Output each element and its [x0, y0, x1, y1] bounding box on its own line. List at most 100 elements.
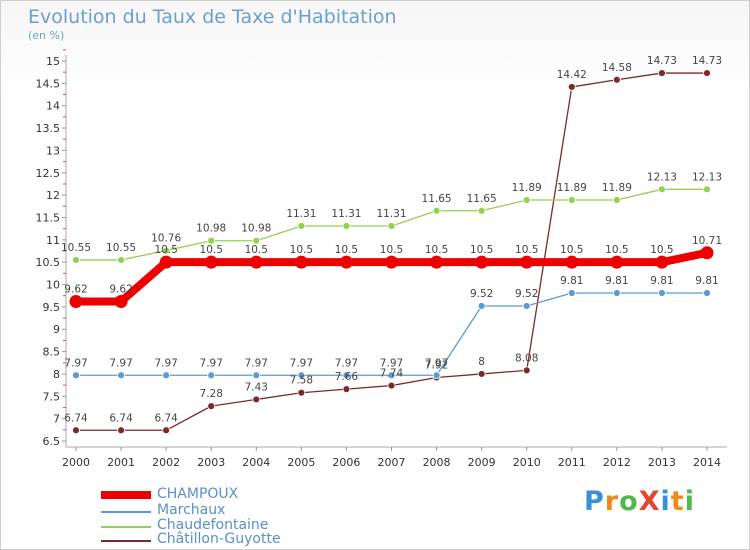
- data-point: [477, 206, 486, 215]
- data-point: [432, 206, 441, 215]
- x-tick-label: 2002: [152, 456, 180, 469]
- data-label: 11.31: [331, 208, 361, 220]
- data-point: [703, 185, 711, 194]
- data-point: [612, 289, 621, 297]
- chart-title: Evolution du Taux de Taxe d'Habitation: [28, 6, 397, 28]
- data-point: [703, 69, 711, 77]
- data-point: [567, 83, 576, 91]
- data-point: [339, 255, 353, 269]
- legend-label: Châtillon-Guyotte: [157, 531, 281, 547]
- data-point: [72, 371, 80, 380]
- y-tick-label: 11: [46, 234, 60, 247]
- data-label: 7.97: [380, 357, 403, 369]
- data-point: [207, 402, 216, 411]
- data-label: 10.5: [335, 244, 358, 256]
- data-label: 10.98: [196, 223, 226, 235]
- logo-letter: t: [670, 486, 685, 517]
- data-label: 7.97: [64, 357, 87, 369]
- data-label: 11.31: [286, 208, 316, 220]
- legend-swatch: [101, 540, 151, 542]
- y-tick-label: 11.5: [36, 211, 61, 224]
- data-label: 12.13: [647, 171, 677, 183]
- data-point: [252, 371, 261, 380]
- data-point: [297, 222, 306, 230]
- x-tick-label: 2012: [603, 456, 631, 469]
- data-label: 9.62: [109, 284, 132, 296]
- logo-letter: P: [584, 486, 605, 517]
- data-label: 14.42: [557, 69, 587, 81]
- data-point: [387, 381, 396, 390]
- y-tick-label: 6.5: [43, 435, 61, 448]
- data-point: [610, 255, 624, 269]
- data-point: [658, 69, 666, 77]
- data-point: [297, 388, 306, 397]
- data-label: 12.13: [692, 171, 722, 183]
- data-label: 11.31: [376, 208, 406, 220]
- y-tick-label: 10: [46, 279, 60, 292]
- data-label: 10.5: [290, 244, 313, 256]
- y-tick-label: 10.5: [36, 256, 61, 269]
- data-point: [658, 185, 666, 194]
- logo-letter: X: [638, 486, 661, 517]
- x-tick-label: 2004: [242, 456, 270, 469]
- logo-letter: o: [619, 486, 639, 517]
- data-label: 10.5: [515, 244, 538, 256]
- data-label: 9.81: [560, 275, 583, 287]
- data-point: [387, 222, 396, 230]
- data-label: 10.5: [154, 244, 177, 256]
- x-tick-label: 2001: [107, 456, 135, 469]
- data-label: 10.5: [650, 244, 673, 256]
- data-point: [432, 371, 441, 380]
- data-label: 14.73: [647, 55, 677, 67]
- y-tick-label: 14: [46, 100, 60, 113]
- data-point: [565, 255, 579, 269]
- data-point: [162, 246, 171, 255]
- data-label: 9.81: [695, 275, 718, 287]
- data-point: [297, 371, 306, 380]
- x-tick-label: 2000: [62, 456, 90, 469]
- data-label: 6.74: [154, 412, 178, 424]
- data-point: [385, 255, 398, 269]
- data-labels: 10.55 10.55 10.76 10.98 10.98 11.31 11.31 11.31…: [61, 55, 722, 424]
- y-tick-label: 8: [53, 368, 60, 381]
- axes: 6.577.588.599.51010.51111.51212.51313.51…: [36, 49, 727, 469]
- data-label: 11.89: [602, 182, 632, 194]
- data-point: [69, 295, 83, 309]
- data-point: [72, 426, 80, 435]
- data-label: 10.76: [151, 233, 181, 245]
- data-label: 10.5: [380, 244, 403, 256]
- data-label: 11.65: [422, 193, 452, 205]
- data-point: [612, 196, 621, 204]
- data-point: [700, 246, 714, 260]
- data-point: [342, 222, 351, 230]
- data-label: 7.97: [245, 357, 268, 369]
- data-point: [567, 289, 576, 297]
- data-label: 7.97: [425, 357, 448, 369]
- x-tick-label: 2011: [558, 456, 586, 469]
- data-point: [162, 371, 171, 380]
- data-point: [522, 196, 531, 204]
- data-point: [430, 255, 444, 269]
- data-label: 7.97: [200, 357, 223, 369]
- series-lines: [69, 69, 714, 435]
- data-point: [72, 256, 80, 264]
- x-tick-label: 2003: [197, 456, 225, 469]
- data-point: [655, 255, 669, 269]
- x-tick-label: 2007: [378, 456, 406, 469]
- data-point: [477, 302, 486, 310]
- data-label: 10.71: [692, 235, 722, 247]
- y-tick-label: 7: [53, 413, 60, 426]
- data-point: [249, 255, 263, 269]
- data-point: [520, 255, 534, 269]
- data-point: [117, 426, 125, 435]
- x-tick-label: 2013: [648, 456, 676, 469]
- data-label: 7.43: [245, 381, 268, 393]
- data-point: [117, 371, 125, 380]
- legend-swatch: [101, 511, 151, 513]
- data-label: 11.89: [512, 182, 542, 194]
- data-label: 9.62: [64, 284, 87, 296]
- data-point: [294, 255, 308, 269]
- data-point: [159, 255, 173, 269]
- legend-swatch: [101, 526, 151, 528]
